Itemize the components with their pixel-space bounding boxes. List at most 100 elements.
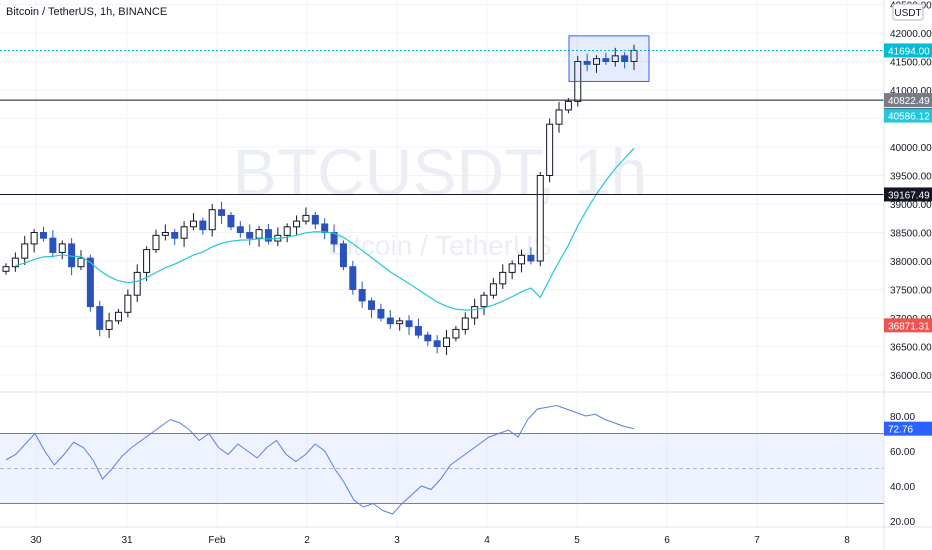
candle-body [471, 306, 479, 319]
candle-body [349, 266, 357, 291]
candle-body [30, 232, 38, 245]
candle-body [218, 209, 226, 216]
candle-body [461, 317, 469, 330]
time-axis[interactable]: 30 31 Feb 2 3 4 5 6 7 8 [30, 535, 850, 546]
candle-body [508, 263, 516, 273]
price-label: 36871.31 [888, 321, 930, 332]
candle-body [143, 249, 151, 273]
time-tick-label: 6 [664, 535, 670, 546]
candle-body [621, 55, 629, 62]
rsi-panel [0, 404, 884, 515]
candle-body [311, 214, 319, 225]
candle-body [583, 61, 591, 65]
candle-body [358, 289, 366, 302]
time-tick-label: 8 [844, 535, 850, 546]
candle-body [114, 311, 122, 322]
candle-body [593, 58, 601, 65]
candle-body [536, 175, 544, 262]
price-tick-label: 36500.00 [890, 343, 932, 354]
time-tick-label: Feb [208, 535, 226, 546]
candle-body [518, 254, 526, 265]
candle-body [293, 220, 301, 228]
candle-body [152, 234, 160, 251]
price-tick-label: 40000.00 [890, 143, 932, 154]
price-tick-label: 41500.00 [890, 58, 932, 69]
candle-body [424, 334, 432, 342]
candle-body [546, 123, 554, 176]
price-tick-label: 38500.00 [890, 229, 932, 240]
candle-body [11, 257, 19, 268]
price-tick-label: 39500.00 [890, 172, 932, 183]
candle-body [302, 214, 310, 222]
rsi-tick-label: 60.00 [890, 447, 915, 458]
price-labels: 40822.4939167.4941694.0040785.5640586.12… [884, 43, 932, 436]
candle-body [68, 243, 76, 268]
candle-body [527, 254, 535, 262]
level-price-label-bg [884, 93, 932, 108]
candle-body [96, 306, 104, 330]
candle-body [264, 229, 272, 242]
candle-body [443, 337, 451, 348]
price-label-bg [884, 108, 932, 123]
price-label: 41694.00 [888, 46, 930, 57]
candle-body [386, 317, 394, 325]
watermark-symbol: BTCUSDT, 1h [233, 135, 647, 209]
candle-body [180, 226, 188, 239]
candle-body [77, 257, 85, 268]
time-tick-label: 4 [484, 535, 490, 546]
moving-average-line [15, 147, 635, 311]
rsi-value-label-bg [884, 421, 932, 436]
time-tick-label: 3 [394, 535, 400, 546]
candle-body [105, 320, 113, 330]
candle-body [396, 320, 404, 325]
price-label: 40586.12 [888, 112, 930, 123]
candle-body [124, 294, 132, 313]
candle-body [161, 232, 169, 236]
time-tick-label: 30 [30, 535, 42, 546]
candle-body [86, 257, 94, 308]
price-tick-label: 37500.00 [890, 286, 932, 297]
candle-body [236, 226, 244, 234]
candle-body [283, 226, 291, 236]
price-tick-label: 38000.00 [890, 257, 932, 268]
price-label-bg [884, 318, 932, 333]
candle-body [489, 283, 497, 296]
candle-body [246, 232, 254, 239]
candle-body [564, 100, 572, 111]
rsi-axis[interactable]: 20.00 40.00 60.00 80.00 [890, 412, 915, 528]
candle-body [499, 271, 507, 285]
price-tick-label: 39000.00 [890, 200, 932, 211]
candle-body [368, 300, 376, 310]
candle-body [555, 109, 563, 125]
candle-body [2, 266, 10, 272]
price-tick-label: 36000.00 [890, 371, 932, 382]
candle-body [255, 229, 263, 239]
candle-body [414, 326, 422, 336]
level-price-label: 39167.49 [888, 190, 930, 201]
price-tick-label: 41000.00 [890, 86, 932, 97]
candle-body [58, 243, 66, 253]
level-price-label: 40822.49 [888, 96, 930, 107]
candle-body [227, 214, 235, 228]
candle-body [49, 237, 57, 253]
candle-body [133, 271, 141, 296]
candle-body [339, 243, 347, 268]
currency-badge[interactable] [892, 3, 924, 21]
time-tick-label: 2 [304, 535, 310, 546]
candle-body [611, 55, 619, 62]
candle-body [171, 232, 179, 239]
candle-body [405, 320, 413, 328]
grid-lines [0, 0, 884, 527]
candle-body [199, 220, 207, 231]
level-price-label-bg [884, 187, 932, 202]
price-tick-label: 42000.00 [890, 29, 932, 40]
chart-title: Bitcoin / TetherUS, 1h, BINANCE [6, 6, 168, 18]
candle-body [433, 340, 441, 347]
price-label-bg [884, 43, 932, 58]
price-panel [0, 35, 884, 356]
annotation-rectangle[interactable] [568, 35, 650, 82]
candle-body [480, 294, 488, 308]
rsi-line [5, 404, 635, 515]
rsi-tick-label: 20.00 [890, 517, 915, 528]
